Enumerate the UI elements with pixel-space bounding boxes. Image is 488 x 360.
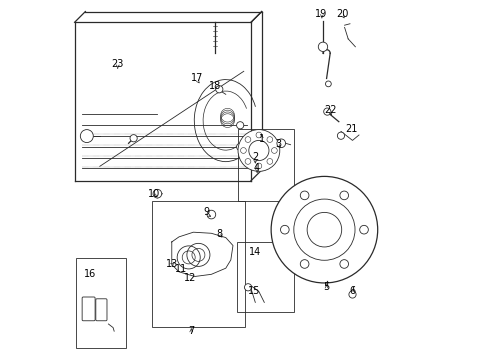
Text: 14: 14: [248, 247, 260, 257]
Circle shape: [215, 86, 223, 93]
Circle shape: [80, 130, 93, 143]
Circle shape: [280, 225, 288, 234]
Text: 16: 16: [84, 269, 96, 279]
Bar: [151, 201, 244, 327]
Circle shape: [293, 199, 354, 260]
Text: 21: 21: [345, 124, 357, 134]
Text: 10: 10: [147, 189, 160, 199]
Text: 6: 6: [349, 286, 355, 296]
Circle shape: [325, 81, 330, 87]
Circle shape: [130, 135, 137, 142]
Circle shape: [348, 291, 355, 298]
Text: 22: 22: [323, 105, 336, 115]
Circle shape: [248, 140, 268, 161]
Circle shape: [276, 139, 285, 148]
Text: 2: 2: [252, 152, 258, 162]
Circle shape: [244, 284, 251, 291]
Circle shape: [153, 189, 162, 198]
Circle shape: [300, 191, 308, 200]
Circle shape: [206, 210, 215, 219]
Bar: [236, 242, 294, 312]
Circle shape: [300, 260, 308, 268]
Text: 19: 19: [314, 9, 326, 19]
Text: 5: 5: [323, 282, 329, 292]
Circle shape: [236, 122, 244, 129]
Circle shape: [339, 191, 348, 200]
Circle shape: [339, 260, 348, 268]
Text: 4: 4: [254, 163, 260, 174]
Circle shape: [238, 130, 279, 171]
Text: 23: 23: [111, 59, 124, 69]
Circle shape: [236, 143, 244, 150]
Circle shape: [270, 176, 377, 283]
Circle shape: [318, 42, 327, 51]
Circle shape: [337, 132, 344, 139]
Text: 17: 17: [190, 73, 203, 84]
Text: 12: 12: [184, 273, 196, 283]
Circle shape: [323, 108, 330, 115]
Text: 7: 7: [188, 326, 194, 336]
Text: 1: 1: [258, 134, 264, 144]
Bar: [76, 258, 126, 348]
Text: 18: 18: [208, 81, 221, 91]
Text: 11: 11: [175, 264, 187, 274]
Text: 3: 3: [275, 139, 281, 149]
Text: 20: 20: [336, 9, 348, 19]
Text: 8: 8: [216, 229, 222, 239]
Circle shape: [306, 212, 341, 247]
Text: 9: 9: [203, 207, 209, 217]
Circle shape: [359, 225, 367, 234]
Text: 15: 15: [248, 286, 260, 296]
Text: 13: 13: [165, 258, 178, 269]
Bar: [238, 129, 294, 201]
